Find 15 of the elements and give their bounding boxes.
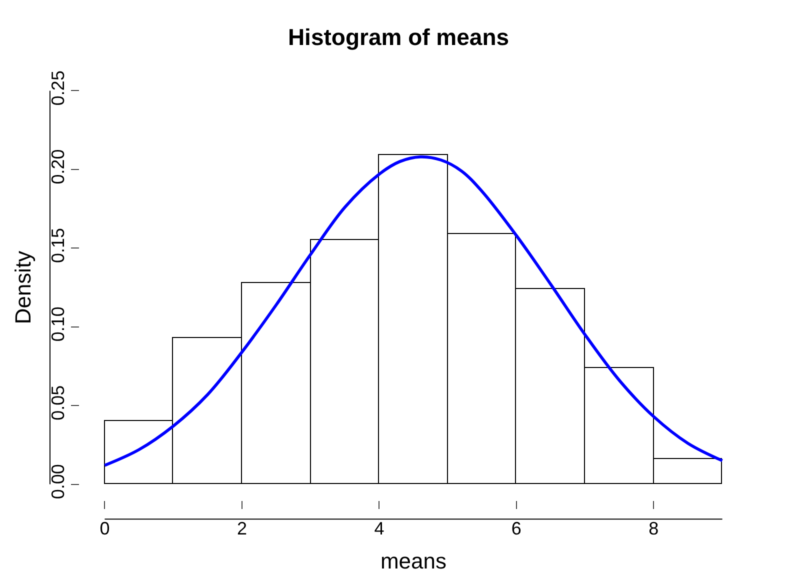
y-tick-label: 0.15 — [48, 228, 68, 263]
y-tick-label: 0.20 — [48, 149, 68, 184]
y-tick-label: 0.00 — [48, 464, 68, 500]
line-series — [103, 155, 724, 467]
x-tick-label: 0 — [100, 518, 110, 539]
y-axis-title: Density — [10, 250, 36, 324]
x-tick-label: 4 — [374, 518, 384, 539]
x-tick-label: 6 — [511, 518, 522, 539]
x-tick-label: 8 — [648, 518, 659, 539]
x-tick-label: 2 — [236, 518, 247, 539]
y-tick-label: 0.05 — [48, 385, 68, 420]
chart-title: Histogram of means — [288, 24, 510, 50]
x-axis-title: means — [380, 548, 447, 574]
y-tick-label: 0.10 — [48, 306, 68, 342]
y-tick-label: 0.25 — [48, 70, 68, 106]
